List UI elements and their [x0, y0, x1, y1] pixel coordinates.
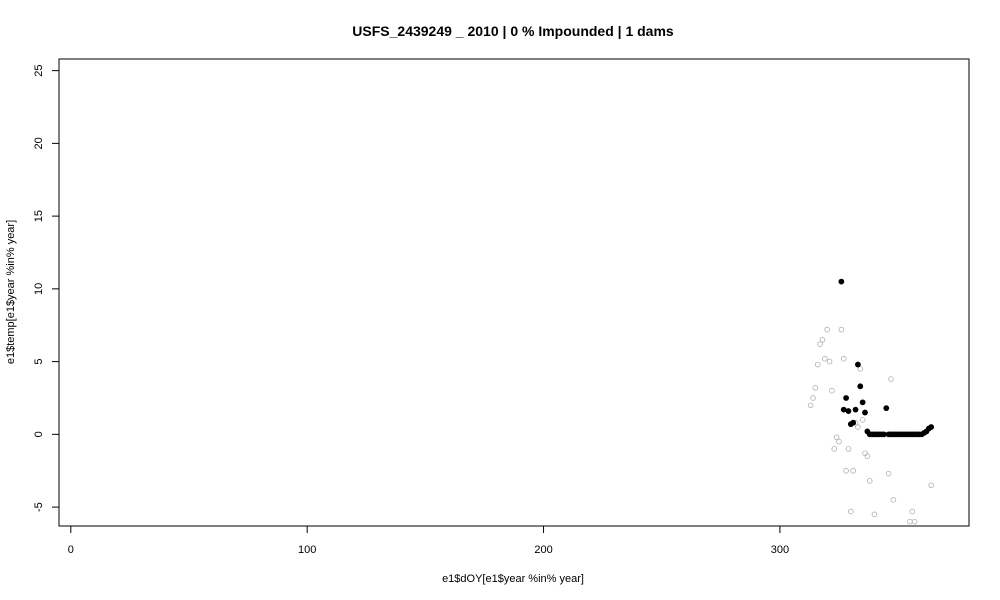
data-point-open: [824, 326, 830, 333]
x-tick-label: 300: [771, 544, 789, 556]
data-point-open: [864, 453, 871, 459]
data-point-filled: [883, 405, 890, 412]
data-point-open: [829, 387, 835, 394]
data-point-filled: [852, 406, 859, 413]
data-point-open: [848, 508, 854, 515]
data-point-open: [831, 446, 838, 452]
data-point-open: [826, 358, 833, 365]
data-point-open: [822, 355, 828, 362]
x-tick-label: 0: [68, 544, 74, 556]
data-point-open: [857, 366, 864, 372]
data-point-open: [888, 376, 894, 382]
x-tick-label: 200: [534, 544, 552, 556]
plot-frame: [58, 58, 970, 527]
data-point-open: [859, 416, 866, 423]
chart-title: USFS_2439249 _ 2010 | 0 % Impounded | 1 …: [352, 23, 674, 39]
y-tick-label: 25: [33, 65, 45, 77]
data-point-filled: [845, 408, 852, 414]
data-point-open: [819, 336, 826, 343]
x-axis: 0 100 200 300: [68, 525, 789, 556]
data-point-open: [885, 470, 892, 477]
data-point-filled: [855, 361, 861, 368]
data-point-open: [855, 424, 861, 430]
data-point-filled: [862, 409, 868, 416]
y-tick-label: 0: [33, 431, 45, 437]
data-point-open: [928, 482, 934, 489]
y-tick-label: 20: [33, 137, 45, 149]
data-point-open: [840, 355, 847, 362]
data-point-open: [890, 497, 897, 503]
data-point-filled: [928, 424, 935, 430]
data-point-filled: [838, 278, 845, 285]
y-tick-label: 15: [33, 210, 45, 222]
data-point-open: [843, 467, 849, 474]
y-axis-label: e1$temp[e1$year %in% year]: [5, 220, 17, 364]
y-axis: -5 0 5 10 15 20 25: [33, 65, 60, 512]
data-point-filled: [843, 395, 849, 401]
data-points: [807, 278, 935, 525]
data-point-open: [911, 518, 918, 525]
data-point-open: [838, 326, 845, 333]
x-tick-label: 100: [298, 544, 316, 556]
data-point-filled: [850, 419, 857, 426]
data-point-filled: [840, 406, 847, 413]
data-point-open: [810, 395, 816, 401]
data-point-open: [871, 511, 878, 518]
data-point-open: [812, 384, 819, 391]
y-tick-label: 5: [33, 359, 45, 365]
data-point-open: [907, 518, 913, 525]
data-point-open: [850, 467, 856, 474]
data-point-open: [836, 438, 842, 445]
data-point-open: [817, 341, 823, 347]
data-point-filled: [881, 431, 887, 438]
data-point-open: [833, 434, 840, 441]
data-point-open: [807, 402, 814, 409]
data-point-open: [866, 478, 873, 484]
data-point-filled: [857, 383, 864, 390]
y-tick-label: 10: [33, 283, 45, 295]
data-point-open: [814, 361, 821, 368]
x-axis-label: e1$dOY[e1$year %in% year]: [442, 573, 584, 585]
data-point-open: [845, 446, 852, 452]
data-point-filled: [859, 399, 866, 406]
data-point-open: [909, 508, 916, 515]
y-tick-label: -5: [33, 502, 45, 512]
